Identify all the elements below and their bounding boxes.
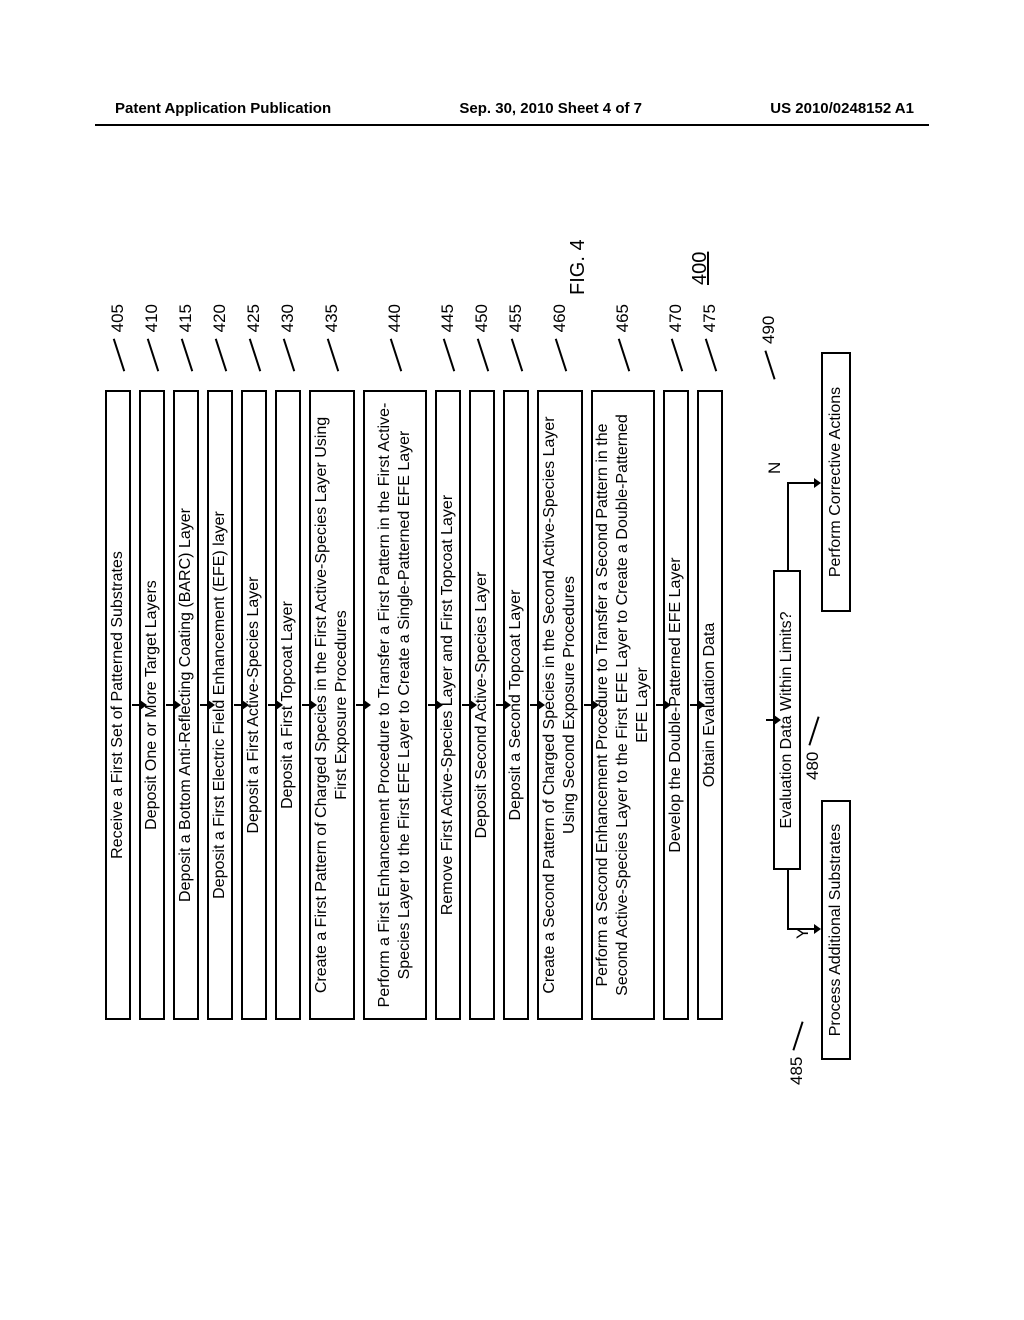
ref-440: 440 [385,304,405,372]
figure-stage: Receive a First Set of Patterned Substra… [95,190,925,1200]
header-center: Sep. 30, 2010 Sheet 4 of 7 [459,100,642,117]
edge-yes-horizontal [787,870,789,930]
step-text: Perform a First Enhancement Procedure to… [375,400,415,1010]
header-rule [95,124,929,126]
step-430: Deposit a First Topcoat Layer430 [275,390,301,1020]
arrowhead-no [814,478,821,488]
edge-no-vertical [787,482,815,484]
step-460: Create a Second Pattern of Charged Speci… [537,390,583,1020]
step-text: Deposit a Second Topcoat Layer [506,590,526,821]
figure-4-flowchart: Receive a First Set of Patterned Substra… [95,190,925,1200]
ref-425: 425 [244,304,264,372]
ref-450: 450 [472,304,492,372]
terminal-right-text: Perform Corrective Actions [827,387,844,577]
ref-420: 420 [210,304,230,372]
ref-445: 445 [438,304,458,372]
step-text: Deposit a First Electric Field Enhanceme… [210,511,230,899]
header-right: US 2010/0248152 A1 [770,100,914,117]
step-440: Perform a First Enhancement Procedure to… [363,390,427,1020]
step-text: Create a Second Pattern of Charged Speci… [540,400,580,1010]
step-445: Remove First Active-Species Layer and Fi… [435,390,461,1020]
ref-485: 485 [787,1021,807,1085]
page-header: Patent Application Publication Sep. 30, … [0,100,1024,117]
step-475: Obtain Evaluation Data475 [697,390,723,1020]
step-text: Deposit a Bottom Anti-Reflecting Coating… [176,508,196,902]
edge-no-horizontal [787,482,789,570]
step-text: Deposit a First Topcoat Layer [278,601,298,809]
branch-label-no: N [765,462,785,474]
ref-490-num: 490 [759,316,778,344]
ref-460: 460 [550,304,570,372]
ref-410: 410 [142,304,162,372]
terminal-left-text: Process Additional Substrates [827,824,844,1037]
page: Patent Application Publication Sep. 30, … [0,0,1024,1320]
step-text: Deposit Second Active-Species Layer [472,572,492,839]
decision-wrap: Evaluation Data Within Limits? [773,570,801,870]
ref-415: 415 [176,304,196,372]
ref-470: 470 [666,304,686,372]
ref-490: 490 [759,316,779,380]
ref-435: 435 [322,304,342,372]
header-left: Patent Application Publication [115,100,331,117]
ref-480-num: 480 [803,752,822,780]
step-text: Obtain Evaluation Data [700,623,720,788]
terminal-corrective-actions: Perform Corrective Actions [821,352,851,612]
ref-475: 475 [700,304,720,372]
step-465: Perform a Second Enhancement Procedure t… [591,390,655,1020]
step-455: Deposit a Second Topcoat Layer455 [503,390,529,1020]
step-410: Deposit One or More Target Layers410 [139,390,165,1020]
step-text: Perform a Second Enhancement Procedure t… [593,400,653,1010]
step-435: Create a First Pattern of Charged Specie… [309,390,355,1020]
decision-eval-limits: Evaluation Data Within Limits? [773,570,801,870]
ref-485-num: 485 [787,1057,806,1085]
arrowhead-yes [814,924,821,934]
edge-yes-vertical [787,928,815,930]
step-text: Deposit a First Active-Species Layer [244,577,264,834]
step-text: Receive a First Set of Patterned Substra… [108,551,128,859]
step-text: Create a First Pattern of Charged Specie… [312,400,352,1010]
step-470: Develop the Double-Patterned EFE Layer47… [663,390,689,1020]
step-text: Develop the Double-Patterned EFE Layer [666,557,686,852]
step-text: Remove First Active-Species Layer and Fi… [438,495,458,915]
ref-405: 405 [108,304,128,372]
flow-steps-column: Receive a First Set of Patterned Substra… [105,390,723,1020]
figure-label: FIG. 4 [567,239,590,295]
ref-455: 455 [506,304,526,372]
decision-text: Evaluation Data Within Limits? [778,612,795,829]
step-text: Deposit One or More Target Layers [142,580,162,830]
step-450: Deposit Second Active-Species Layer450 [469,390,495,1020]
step-425: Deposit a First Active-Species Layer425 [241,390,267,1020]
ref-480: 480 [803,716,823,780]
step-420: Deposit a First Electric Field Enhanceme… [207,390,233,1020]
terminal-process-additional: Process Additional Substrates [821,800,851,1060]
step-415: Deposit a Bottom Anti-Reflecting Coating… [173,390,199,1020]
ref-430: 430 [278,304,298,372]
ref-465: 465 [613,304,633,372]
figure-number: 400 [689,252,712,285]
step-405: Receive a First Set of Patterned Substra… [105,390,131,1020]
